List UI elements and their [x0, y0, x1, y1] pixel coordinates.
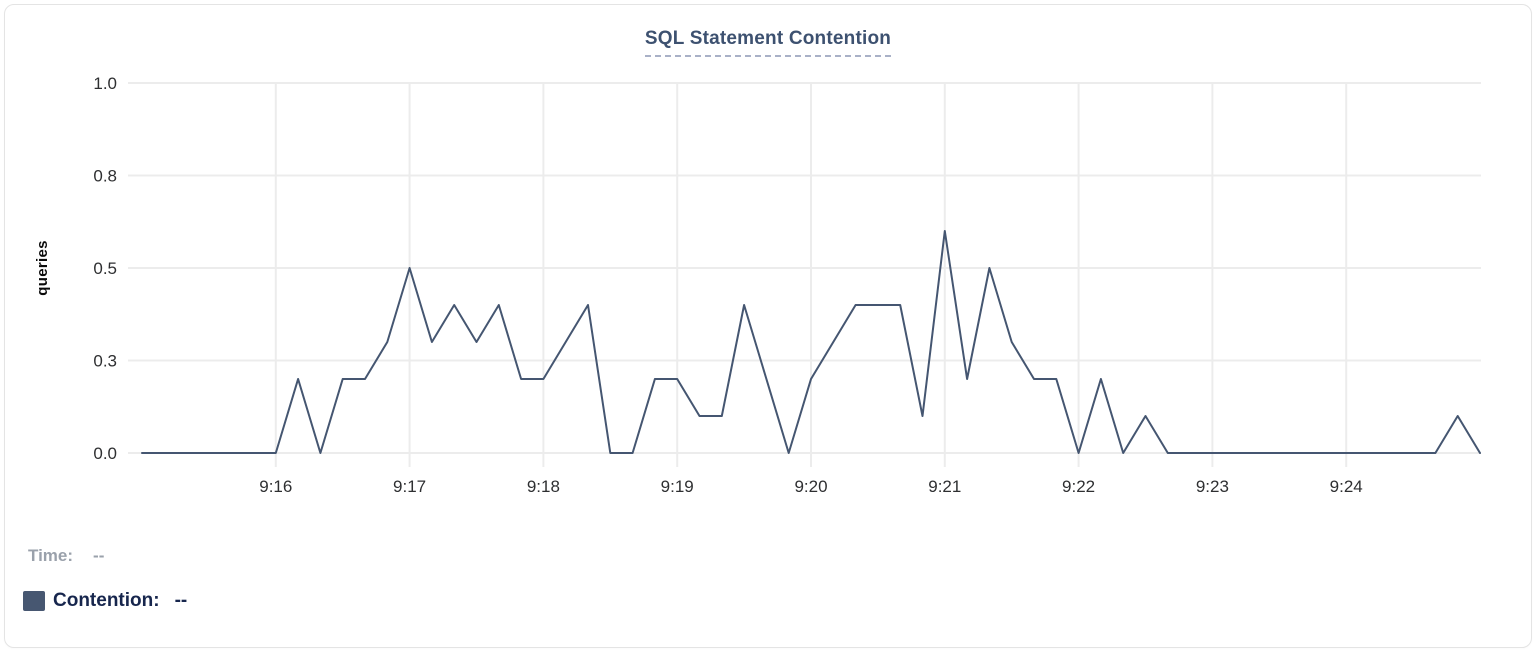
- legend-contention-row: Contention: --: [23, 590, 187, 612]
- contention-series-swatch-icon: [23, 591, 45, 611]
- y-axis-tick-label: 0.0: [93, 444, 117, 463]
- y-axis-tick-label: 1.0: [93, 74, 117, 93]
- y-axis-title: queries: [34, 240, 51, 295]
- chart-header: SQL Statement Contention: [0, 28, 1536, 57]
- y-axis-tick-label: 0.3: [93, 352, 117, 371]
- legend-contention-value: --: [174, 590, 188, 611]
- x-axis-tick-label: 9:18: [527, 477, 560, 496]
- chart-title[interactable]: SQL Statement Contention: [644, 28, 892, 57]
- x-axis-tick-label: 9:20: [794, 477, 827, 496]
- chart-panel-card: [4, 4, 1532, 648]
- x-axis-tick-label: 9:24: [1330, 477, 1363, 496]
- x-axis-tick-label: 9:21: [928, 477, 961, 496]
- x-axis-tick-label: 9:19: [661, 477, 694, 496]
- legend-contention-label: Contention:: [53, 590, 160, 611]
- legend-time-row: Time: --: [28, 546, 187, 566]
- x-axis-tick-label: 9:17: [393, 477, 426, 496]
- contention-line-series[interactable]: [141, 230, 1481, 454]
- y-axis-tick-label: 0.8: [93, 167, 117, 186]
- hover-legend: Time: -- Contention: --: [23, 546, 187, 612]
- x-axis-tick-label: 9:23: [1196, 477, 1229, 496]
- x-axis-tick-label: 9:16: [259, 477, 292, 496]
- y-axis-tick-label: 0.5: [93, 259, 117, 278]
- x-axis-tick-label: 9:22: [1062, 477, 1095, 496]
- legend-time-label: Time:: [28, 546, 74, 565]
- legend-time-value: --: [93, 546, 105, 565]
